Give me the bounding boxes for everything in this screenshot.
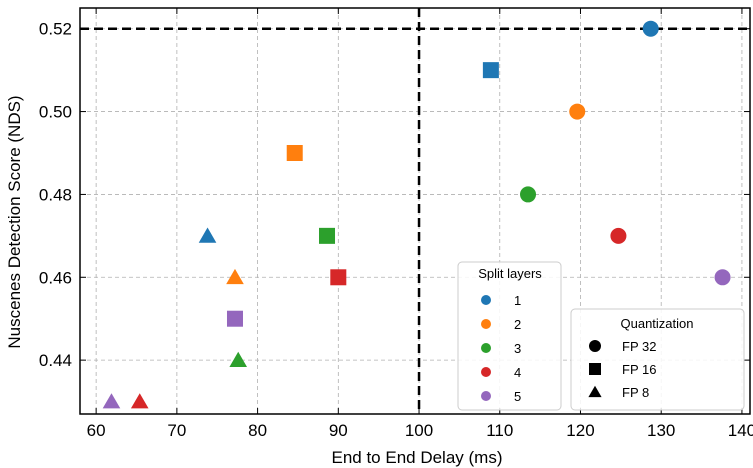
point-split4-fp32 bbox=[610, 227, 627, 244]
legend-quant-marker-square bbox=[589, 363, 601, 375]
legend-split-marker-5 bbox=[481, 391, 491, 401]
point-split2-fp8 bbox=[226, 268, 244, 285]
point-split1-fp32 bbox=[642, 20, 659, 37]
point-split5-fp8 bbox=[102, 393, 121, 409]
x-tick-label-130: 130 bbox=[647, 421, 675, 440]
legend-quantization-box bbox=[570, 308, 745, 411]
reference-lines bbox=[80, 8, 750, 414]
legend-split-layers: Split layers 1 2 3 4 5 bbox=[457, 261, 562, 411]
x-axis-label: End to End Delay (ms) bbox=[331, 448, 502, 467]
point-split3-fp32 bbox=[520, 186, 537, 203]
x-tick-label-120: 120 bbox=[566, 421, 594, 440]
legend-split-marker-1 bbox=[481, 295, 491, 305]
point-split1-fp8 bbox=[198, 227, 217, 243]
legend-quant-label-fp16: FP 16 bbox=[622, 362, 656, 377]
y-tick-label-0.46: 0.46 bbox=[39, 268, 72, 287]
legend-split-label-1: 1 bbox=[514, 293, 521, 308]
y-tick-label-0.52: 0.52 bbox=[39, 20, 72, 39]
x-tick-label-110: 110 bbox=[486, 421, 513, 440]
data-points bbox=[102, 20, 731, 409]
x-tick-label-90: 90 bbox=[329, 421, 348, 440]
legend-split-label-5: 5 bbox=[514, 389, 521, 404]
legend-split-layers-title: Split layers bbox=[478, 266, 542, 281]
y-tick-label-0.48: 0.48 bbox=[39, 185, 72, 204]
point-split3-fp16 bbox=[319, 227, 336, 244]
point-split5-fp16 bbox=[226, 310, 243, 327]
point-split4-fp8 bbox=[130, 393, 149, 409]
legend-split-layers-box bbox=[457, 261, 562, 411]
legend-split-marker-2 bbox=[481, 319, 491, 329]
y-tick-label-0.50: 0.50 bbox=[39, 103, 72, 122]
x-tick-label-100: 100 bbox=[405, 421, 433, 440]
legend-quant-marker-triangle bbox=[588, 385, 602, 398]
legend-split-label-2: 2 bbox=[514, 317, 521, 332]
point-split4-fp16 bbox=[330, 269, 347, 286]
point-split2-fp16 bbox=[286, 145, 303, 161]
y-tick-label-0.44: 0.44 bbox=[39, 351, 72, 370]
point-split2-fp32 bbox=[569, 103, 586, 120]
x-tick-label-60: 60 bbox=[87, 421, 106, 440]
legend-split-marker-4 bbox=[481, 367, 491, 377]
x-tick-label-140: 140 bbox=[728, 421, 753, 440]
y-axis-label: Nuscenes Detection Score (NDS) bbox=[5, 95, 24, 348]
x-tick-label-70: 70 bbox=[167, 421, 186, 440]
axis-ticks: 60 70 80 90 100 110 120 130 140 0.44 0.46 0.48 0.50 0… bbox=[39, 8, 753, 440]
legend-split-label-3: 3 bbox=[514, 341, 521, 356]
legend-split-marker-3 bbox=[481, 343, 491, 353]
x-tick-label-80: 80 bbox=[248, 421, 267, 440]
legend-quantization: Quantization FP 32 FP 16 FP 8 bbox=[570, 308, 745, 411]
plot-frame bbox=[79, 7, 751, 415]
legend-quant-label-fp8: FP 8 bbox=[622, 385, 649, 400]
legend-quant-label-fp32: FP 32 bbox=[622, 339, 656, 354]
legend-quant-marker-circle bbox=[589, 340, 601, 352]
legend-quantization-title: Quantization bbox=[621, 316, 694, 331]
legend-split-label-4: 4 bbox=[514, 365, 521, 380]
point-split5-fp32 bbox=[714, 269, 731, 286]
point-split3-fp8 bbox=[229, 351, 248, 367]
point-split1-fp16 bbox=[482, 62, 499, 79]
